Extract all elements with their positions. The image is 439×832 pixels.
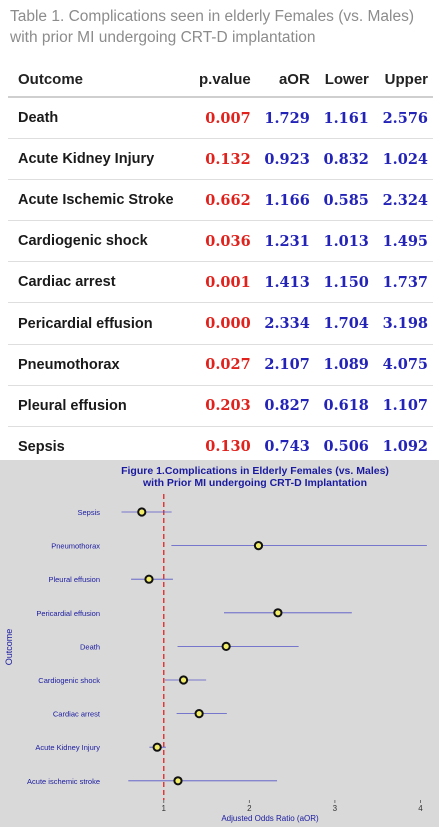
cell-outcome: Acute Kidney Injury	[8, 138, 190, 181]
header-aor: aOR	[255, 62, 315, 98]
aor-point	[194, 709, 204, 719]
table-row: Acute Kidney Injury 0.132 0.923 0.832 1.024	[8, 138, 433, 181]
forest-plot: Figure 1.Complications in Elderly Female…	[4, 465, 427, 823]
cell-aor: 2.107	[255, 344, 315, 386]
aor-point	[221, 641, 231, 651]
cell-upper: 3.198	[373, 302, 433, 345]
category-label: Acute Kidney Injury	[35, 743, 100, 752]
cell-pvalue: 0.036	[189, 220, 256, 263]
chart-title: Figure 1.Complications in Elderly Female…	[121, 465, 389, 477]
cell-pvalue: 0.027	[189, 344, 256, 386]
cell-lower: 0.585	[314, 179, 374, 222]
table-row: Death 0.007 1.729 1.161 2.576	[8, 97, 433, 140]
cell-pvalue: 0.007	[189, 97, 256, 140]
category-label: Pericardial effusion	[36, 609, 100, 618]
cell-aor: 1.231	[255, 220, 315, 263]
cell-outcome: Cardiogenic shock	[8, 220, 190, 263]
cell-pvalue: 0.203	[189, 385, 256, 427]
category-label: Pneumothorax	[51, 542, 100, 551]
aor-point	[253, 541, 264, 551]
cell-pvalue: 0.000	[189, 302, 256, 345]
forest-plot-panel: Figure 1.Complications in Elderly Female…	[0, 460, 439, 827]
header-upper: Upper	[373, 62, 433, 98]
aor-point	[178, 675, 189, 685]
category-label: Death	[80, 642, 100, 651]
x-tick-label: 1	[162, 804, 167, 813]
cell-aor: 0.923	[255, 138, 315, 181]
cell-outcome: Cardiac arrest	[8, 261, 190, 304]
cell-lower: 0.618	[314, 385, 374, 427]
cell-lower: 0.832	[314, 138, 374, 181]
aor-point	[137, 507, 147, 517]
cell-upper: 4.075	[373, 344, 433, 386]
cell-upper: 1.495	[373, 220, 433, 263]
table-row: Acute Ischemic Stroke 0.662 1.166 0.585 2.32…	[8, 179, 433, 222]
table-row: Cardiogenic shock 0.036 1.231 1.013 1.495	[8, 220, 433, 263]
cell-outcome: Pericardial effusion	[8, 302, 190, 345]
table-caption: Table 1. Complications seen in elderly F…	[10, 8, 415, 46]
cell-outcome: Death	[8, 97, 190, 140]
category-label: Acute ischemic stroke	[27, 777, 100, 786]
x-tick-label: 3	[333, 804, 338, 813]
category-label: Cardiac arrest	[53, 710, 101, 719]
cell-aor: 1.729	[255, 97, 315, 140]
table-body: Death 0.007 1.729 1.161 2.576 Acute Kidney In…	[8, 97, 433, 468]
aor-point	[173, 776, 183, 786]
cell-outcome: Pleural effusion	[8, 385, 190, 427]
aor-point	[273, 608, 283, 618]
header-outcome: Outcome	[8, 62, 190, 98]
cell-lower: 1.161	[314, 97, 374, 140]
aor-point	[152, 742, 162, 752]
cell-aor: 1.413	[255, 261, 315, 304]
x-tick-label: 4	[418, 804, 423, 813]
aor-point	[144, 574, 154, 584]
header-pvalue: p.value	[189, 62, 256, 98]
cell-upper: 2.576	[373, 97, 433, 140]
cell-pvalue: 0.662	[189, 179, 256, 222]
cell-lower: 1.704	[314, 302, 374, 345]
cell-upper: 2.324	[373, 179, 433, 222]
cell-upper: 1.024	[373, 138, 433, 181]
table-row: Pleural effusion 0.203 0.827 0.618 1.107	[8, 385, 433, 427]
cell-lower: 1.013	[314, 220, 374, 263]
cell-lower: 1.089	[314, 344, 374, 386]
table-row: Pneumothorax 0.027 2.107 1.089 4.075	[8, 344, 433, 386]
cell-outcome: Acute Ischemic Stroke	[8, 179, 190, 222]
results-table: Outcome p.value aOR Lower Upper Death 0.0…	[8, 62, 433, 468]
cell-aor: 1.166	[255, 179, 315, 222]
cell-lower: 1.150	[314, 261, 374, 304]
table-row: Cardiac arrest 0.001 1.413 1.150 1.737	[8, 261, 433, 304]
cell-upper: 1.107	[373, 385, 433, 427]
cell-pvalue: 0.132	[189, 138, 256, 181]
cell-pvalue: 0.001	[189, 261, 256, 304]
cell-aor: 2.334	[255, 302, 315, 345]
x-tick-label: 2	[247, 804, 252, 813]
chart-title: with Prior MI undergoing CRT-D Implantat…	[142, 477, 367, 489]
header-lower: Lower	[314, 62, 374, 98]
table-header-row: Outcome p.value aOR Lower Upper	[8, 62, 433, 98]
cell-upper: 1.737	[373, 261, 433, 304]
x-axis-label: Adjusted Odds Ratio (aOR)	[221, 814, 319, 823]
cell-aor: 0.827	[255, 385, 315, 427]
category-label: Cardiogenic shock	[38, 676, 100, 685]
y-axis-label: Outcome	[4, 629, 14, 666]
category-label: Pleural effusion	[48, 575, 100, 584]
cell-outcome: Pneumothorax	[8, 344, 190, 386]
category-label: Sepsis	[77, 508, 100, 517]
table-row: Pericardial effusion 0.000 2.334 1.704 3.198	[8, 302, 433, 345]
